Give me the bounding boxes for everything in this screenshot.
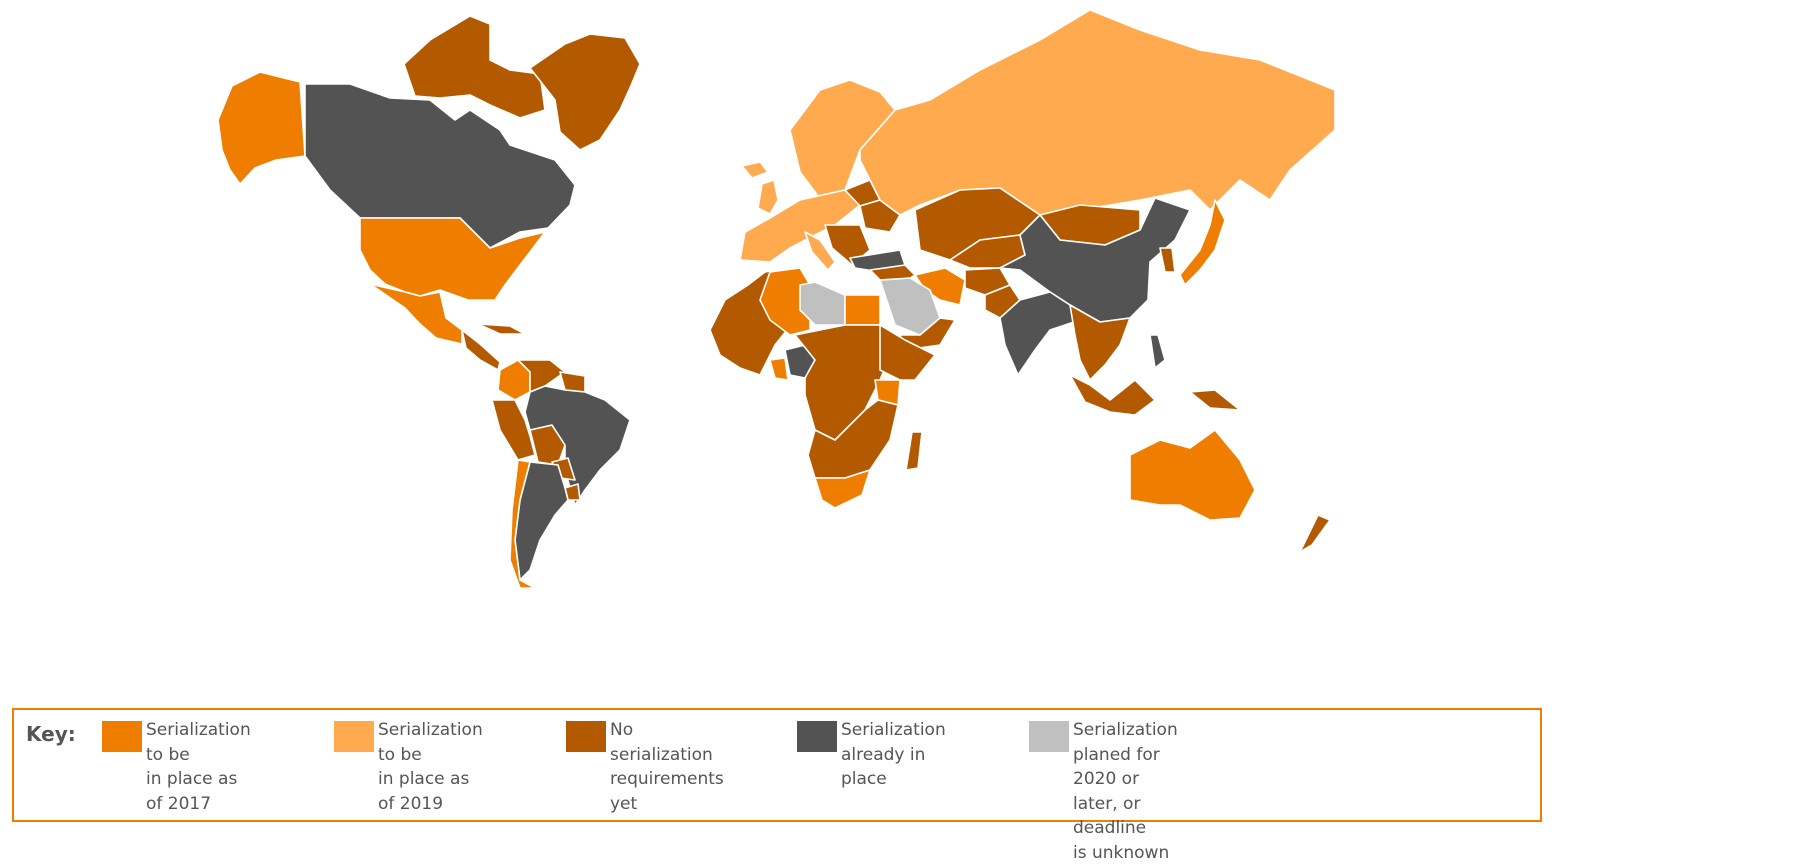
region-egypt xyxy=(844,294,881,326)
region-alaska xyxy=(217,71,306,185)
europe xyxy=(739,9,1336,271)
legend-title: Key: xyxy=(26,722,76,746)
world-map xyxy=(217,9,1336,589)
region-brazil xyxy=(524,385,631,506)
region-algeria xyxy=(759,267,811,336)
legend-swatch-already xyxy=(797,721,837,752)
region-ghana xyxy=(769,357,789,381)
region-central-america xyxy=(461,329,501,371)
region-uk xyxy=(757,179,779,215)
legend-label-already: Serialization already in place xyxy=(841,720,946,789)
region-australia xyxy=(1129,429,1256,521)
legend-swatch-2017 xyxy=(102,721,142,752)
region-india xyxy=(999,291,1081,376)
region-indonesia xyxy=(1069,374,1156,416)
legend-swatch-none xyxy=(566,721,606,752)
oceania xyxy=(1129,429,1331,553)
region-italy xyxy=(804,231,836,271)
region-canada-arctic-islands xyxy=(403,15,546,119)
region-madagascar xyxy=(905,431,923,471)
region-russia xyxy=(859,9,1336,216)
region-philippines xyxy=(1149,334,1166,369)
region-chile xyxy=(509,459,536,589)
region-south-africa xyxy=(814,469,871,509)
region-southeast-asia xyxy=(1069,304,1131,381)
region-greenland xyxy=(529,33,641,151)
region-japan xyxy=(1179,199,1226,286)
asia xyxy=(849,187,1241,416)
region-middle-east xyxy=(869,264,916,281)
region-china xyxy=(999,197,1191,323)
region-cuba xyxy=(477,323,526,335)
region-iceland xyxy=(741,161,769,179)
north-america xyxy=(217,15,641,371)
region-peru xyxy=(491,399,536,461)
region-papua xyxy=(1189,389,1241,411)
legend-label-2017: Serialization to be in place as of 2017 xyxy=(146,720,251,814)
region-korea xyxy=(1159,247,1176,273)
region-new-zealand xyxy=(1299,514,1331,553)
legend-swatch-2019 xyxy=(334,721,374,752)
africa xyxy=(709,267,936,509)
region-horn-of-africa xyxy=(879,324,936,381)
legend-label-none: No serialization requirements yet xyxy=(610,720,724,814)
map-legend: Key: Serialization to be in place as of … xyxy=(12,708,1542,863)
south-america xyxy=(491,359,631,589)
legend-label-2019: Serialization to be in place as of 2019 xyxy=(378,720,483,814)
region-southern-africa xyxy=(807,399,899,479)
legend-swatch-later xyxy=(1029,721,1069,752)
region-usa xyxy=(359,217,546,301)
